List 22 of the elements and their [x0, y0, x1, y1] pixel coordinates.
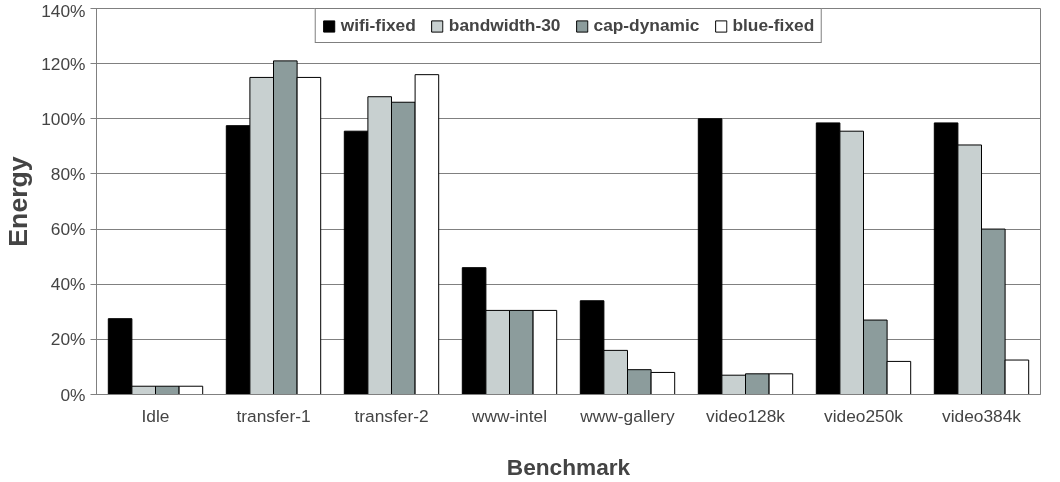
- legend-label: blue-fixed: [732, 15, 815, 36]
- legend-label: bandwidth-30: [448, 15, 561, 36]
- y-tick-label: 80%: [50, 163, 86, 184]
- y-tick-label: 120%: [41, 53, 86, 74]
- x-tick-label: www-gallery: [579, 405, 676, 426]
- y-tick-label: 100%: [41, 108, 86, 129]
- legend-label: cap-dynamic: [593, 15, 700, 36]
- y-tick-label: 140%: [41, 0, 86, 21]
- x-tick-label: www-intel: [470, 405, 548, 426]
- y-tick-label: 0%: [60, 384, 86, 405]
- x-tick-label: video250k: [824, 405, 904, 426]
- y-tick-label: 60%: [50, 219, 86, 240]
- y-tick-label: 40%: [50, 274, 86, 295]
- x-tick-label: video128k: [706, 405, 786, 426]
- x-tick-label: transfer-1: [236, 405, 311, 426]
- legend-label: wifi-fixed: [340, 15, 416, 36]
- x-tick-label: transfer-2: [354, 405, 429, 426]
- x-tick-label: Idle: [141, 405, 170, 426]
- y-axis-title: Energy: [3, 156, 34, 247]
- x-axis-title: Benchmark: [506, 453, 631, 480]
- x-tick-label: video384k: [942, 405, 1022, 426]
- y-tick-label: 20%: [50, 329, 86, 350]
